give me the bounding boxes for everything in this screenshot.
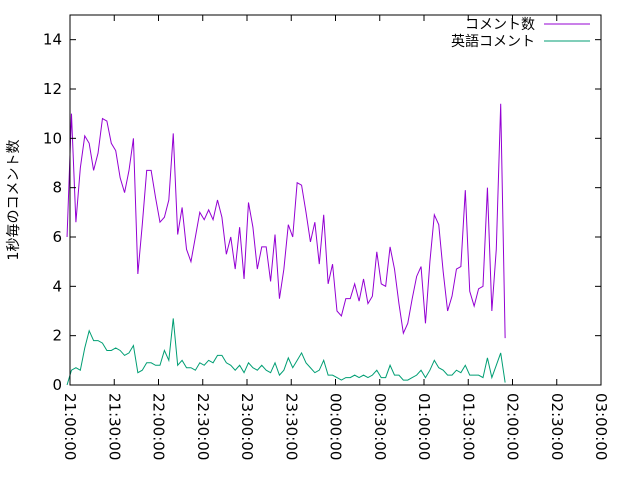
x-tick-label: 01:00:00	[415, 393, 433, 460]
x-tick-label: 02:00:00	[504, 393, 522, 460]
y-tick-label: 6	[52, 228, 62, 246]
x-tick-label: 03:00:00	[592, 393, 610, 460]
y-tick-label: 10	[43, 129, 62, 147]
x-axis: 21:00:00 21:30:00 22:00:00 22:30:00 23:00:00…	[61, 15, 610, 460]
x-tick-label: 02:30:00	[548, 393, 566, 460]
y-axis-title: 1秒毎のコメント数	[6, 140, 22, 261]
y-tick-label: 4	[52, 277, 62, 295]
x-tick-label: 22:30:00	[194, 393, 212, 460]
y-tick-label: 0	[52, 376, 62, 394]
x-tick-label: 23:30:00	[282, 393, 300, 460]
plot-lines	[66, 103, 506, 386]
x-tick-label: 00:30:00	[371, 393, 389, 460]
y-tick-label: 2	[52, 327, 62, 345]
x-tick-label: 00:00:00	[327, 393, 345, 460]
plot-frame	[69, 14, 602, 386]
legend-label: 英語コメント	[451, 33, 535, 50]
x-tick-label: 23:00:00	[238, 393, 256, 460]
y-tick-label: 12	[43, 80, 62, 98]
legend-label: コメント数	[465, 17, 535, 33]
x-tick-label: 22:00:00	[150, 393, 168, 460]
x-tick-label: 21:00:00	[61, 393, 79, 460]
series-line-2	[66, 318, 506, 386]
y-axis: 0 2 4 6 8 10 12 14	[43, 31, 601, 394]
series-line-1	[66, 103, 506, 339]
y-tick-label: 8	[52, 179, 62, 197]
x-tick-label: 01:30:00	[459, 393, 477, 460]
y-tick-label: 14	[43, 31, 62, 49]
x-tick-label: 21:30:00	[105, 393, 123, 460]
